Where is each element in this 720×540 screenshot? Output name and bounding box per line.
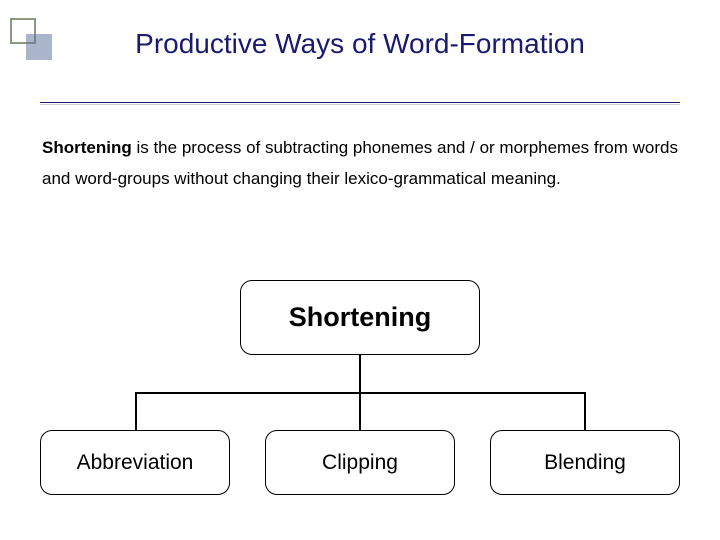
connector-child-1 bbox=[135, 392, 137, 430]
title-underline bbox=[40, 102, 680, 103]
node-child-1-label: Abbreviation bbox=[77, 451, 194, 475]
node-child-blending: Blending bbox=[490, 430, 680, 495]
connector-child-2 bbox=[359, 392, 361, 430]
node-root: Shortening bbox=[240, 280, 480, 355]
definition-paragraph: Shortening is the process of subtracting… bbox=[42, 132, 678, 195]
slide-title: Productive Ways of Word-Formation bbox=[0, 28, 720, 60]
connector-root-vertical bbox=[359, 355, 361, 392]
tree-diagram: Shortening Abbreviation Clipping Blendin… bbox=[40, 280, 680, 510]
node-root-label: Shortening bbox=[289, 302, 432, 333]
node-child-3-label: Blending bbox=[544, 451, 626, 475]
node-child-abbreviation: Abbreviation bbox=[40, 430, 230, 495]
connector-child-3 bbox=[584, 392, 586, 430]
node-child-2-label: Clipping bbox=[322, 451, 398, 475]
definition-term: Shortening bbox=[42, 138, 132, 157]
node-child-clipping: Clipping bbox=[265, 430, 455, 495]
definition-text: is the process of subtracting phonemes a… bbox=[42, 138, 678, 188]
title-underline-shadow bbox=[40, 104, 680, 105]
